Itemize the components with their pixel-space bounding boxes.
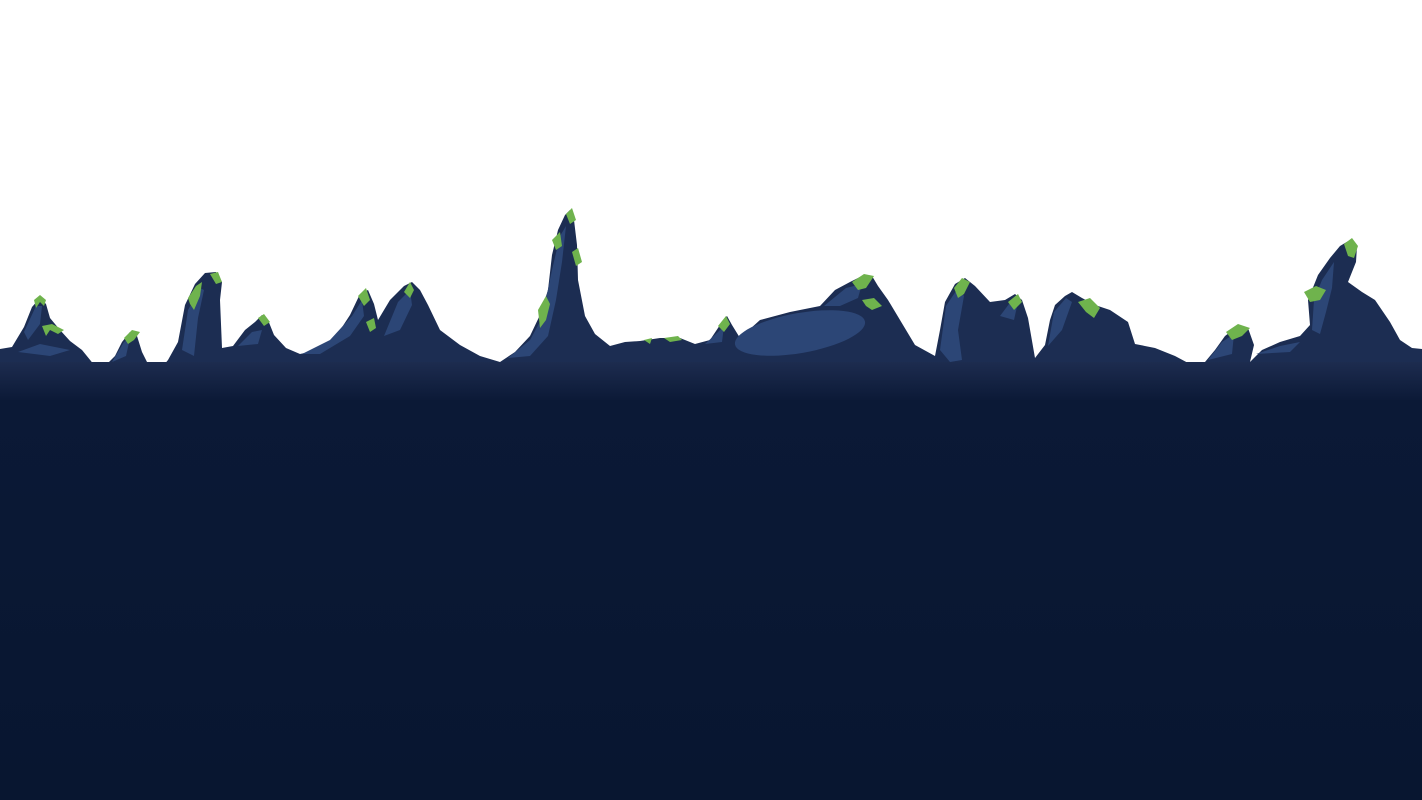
moss-patch [188, 282, 202, 310]
rock-highlight-6 [302, 300, 364, 354]
moss-patch [210, 272, 222, 284]
moss-patch [1344, 238, 1358, 258]
moss-patch [358, 288, 370, 306]
rock-highlight-17 [1256, 342, 1300, 354]
moss-patch [852, 274, 874, 290]
rock-highlight-15 [1208, 334, 1234, 360]
moss-patch [42, 324, 64, 336]
rock-highlight-3 [112, 338, 130, 362]
moss-patches [34, 208, 1358, 344]
moss-patch [258, 314, 270, 326]
moss-patch [1078, 298, 1100, 318]
moss-patch [566, 208, 576, 224]
moss-patch [552, 232, 562, 250]
moss-patch [124, 330, 140, 344]
rock-highlight-7 [384, 290, 412, 336]
rock-highlight-10 [734, 310, 866, 356]
moss-patch [862, 298, 882, 310]
moss-patch [718, 316, 730, 332]
moss-patch [538, 296, 550, 328]
rock-highlight-11 [824, 284, 862, 306]
abyss-ground [0, 362, 1422, 800]
rock-highlight-14 [1048, 298, 1072, 346]
moss-patch [1226, 324, 1250, 340]
moss-patch [34, 295, 46, 308]
moss-patch [572, 248, 582, 266]
rock-highlight-2 [18, 344, 70, 356]
moss-patch [404, 282, 414, 298]
rock-highlight-5 [238, 330, 262, 346]
rock-highlight-16 [1312, 262, 1334, 334]
moss-patch [664, 336, 682, 342]
rock-highlight-4 [182, 288, 204, 356]
rock-highlight-12 [940, 288, 964, 362]
moss-patch [1304, 286, 1326, 302]
moss-patch [1008, 294, 1022, 310]
rock-highlight-9 [705, 326, 724, 344]
rock-highlight-1 [24, 306, 42, 340]
moss-patch [644, 338, 652, 344]
moss-patch [366, 318, 376, 332]
moss-patch [954, 278, 970, 298]
